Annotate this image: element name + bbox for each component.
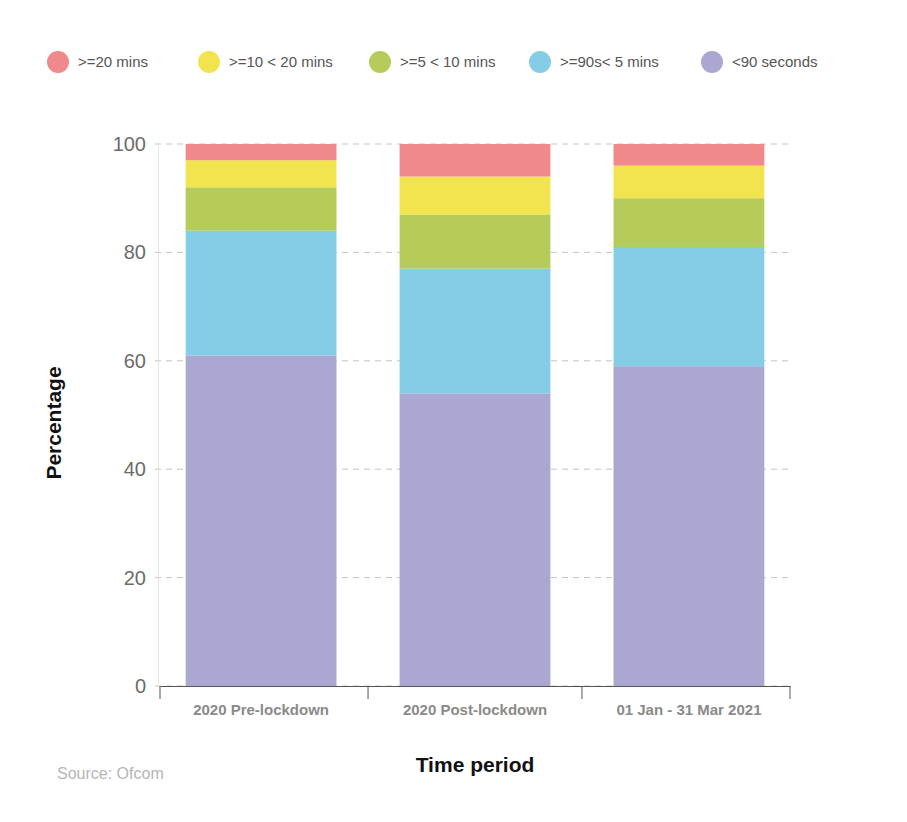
y-axis-title: Percentage — [42, 366, 65, 479]
x-separator — [160, 686, 161, 699]
series — [186, 144, 765, 177]
legend: >=20 mins >=10 < 20 mins >=5 < 10 mins >=90… — [47, 51, 817, 73]
legend-swatch — [529, 51, 551, 73]
legend-label: >=90s< 5 mins — [560, 53, 659, 70]
x-tick-label: 2020 Post-lockdown — [403, 701, 547, 718]
x-tick: 01 Jan - 31 Mar 2021 — [616, 686, 761, 718]
legend-swatch — [701, 51, 723, 73]
legend-item: >=20 mins — [47, 51, 148, 73]
bar-segment — [400, 214, 551, 268]
bar-segment — [614, 366, 765, 686]
x-separator — [368, 686, 369, 699]
bar-segment — [186, 187, 337, 230]
y-tick: 60 — [124, 350, 158, 372]
source: Source: Ofcom — [57, 765, 164, 782]
bar-segment — [400, 393, 551, 686]
bar-segment — [186, 144, 337, 160]
grid — [155, 144, 790, 686]
y-tick-label: 80 — [124, 241, 146, 263]
y-axis-line — [158, 145, 159, 687]
legend-item: <90 seconds — [701, 51, 817, 73]
bar-segment — [614, 166, 765, 199]
x-tick-label: 01 Jan - 31 Mar 2021 — [616, 701, 761, 718]
bar-segment — [400, 144, 551, 177]
y-tick: 80 — [124, 241, 158, 263]
legend-swatch — [369, 51, 391, 73]
bar-segment — [186, 160, 337, 187]
legend-label: >=5 < 10 mins — [400, 53, 495, 70]
x-axis: 2020 Pre-lockdown 2020 Post-lockdown 01 Ja… — [161, 686, 791, 718]
legend-swatch — [47, 51, 69, 73]
bar-segment — [400, 177, 551, 215]
y-tick-label: 0 — [135, 675, 146, 697]
y-tick: 40 — [124, 458, 158, 480]
legend-swatch — [198, 51, 220, 73]
legend-label: >=10 < 20 mins — [229, 53, 333, 70]
y-tick: 0 — [135, 675, 158, 697]
x-axis-line — [161, 686, 791, 687]
x-tick: 2020 Pre-lockdown — [193, 686, 329, 718]
x-separator — [581, 686, 582, 699]
y-axis: 0 20 40 60 80 100 — [113, 133, 159, 697]
legend-item: >=5 < 10 mins — [369, 51, 495, 73]
y-tick-label: 40 — [124, 458, 146, 480]
chart: 0 20 40 60 80 100 2020 Pre-lockdown 2020 Post-l… — [0, 0, 907, 822]
x-separator — [790, 686, 791, 699]
x-tick: 2020 Post-lockdown — [403, 686, 547, 718]
y-tick-label: 100 — [113, 133, 146, 155]
bar-segment — [614, 198, 765, 247]
bar-segment — [186, 355, 337, 686]
legend-item: >=90s< 5 mins — [529, 51, 659, 73]
y-tick-label: 20 — [124, 567, 146, 589]
x-axis-title: Time period — [416, 753, 535, 776]
bars — [186, 144, 765, 686]
series — [186, 355, 765, 686]
legend-label: <90 seconds — [732, 53, 817, 70]
y-tick: 20 — [124, 567, 158, 589]
bar-segment — [614, 247, 765, 366]
x-tick-label: 2020 Pre-lockdown — [193, 701, 329, 718]
bar-segment — [186, 231, 337, 356]
y-tick: 100 — [113, 133, 158, 155]
bar-segment — [400, 269, 551, 394]
y-tick-label: 60 — [124, 350, 146, 372]
legend-label: >=20 mins — [78, 53, 148, 70]
bar-segment — [614, 144, 765, 166]
legend-item: >=10 < 20 mins — [198, 51, 333, 73]
